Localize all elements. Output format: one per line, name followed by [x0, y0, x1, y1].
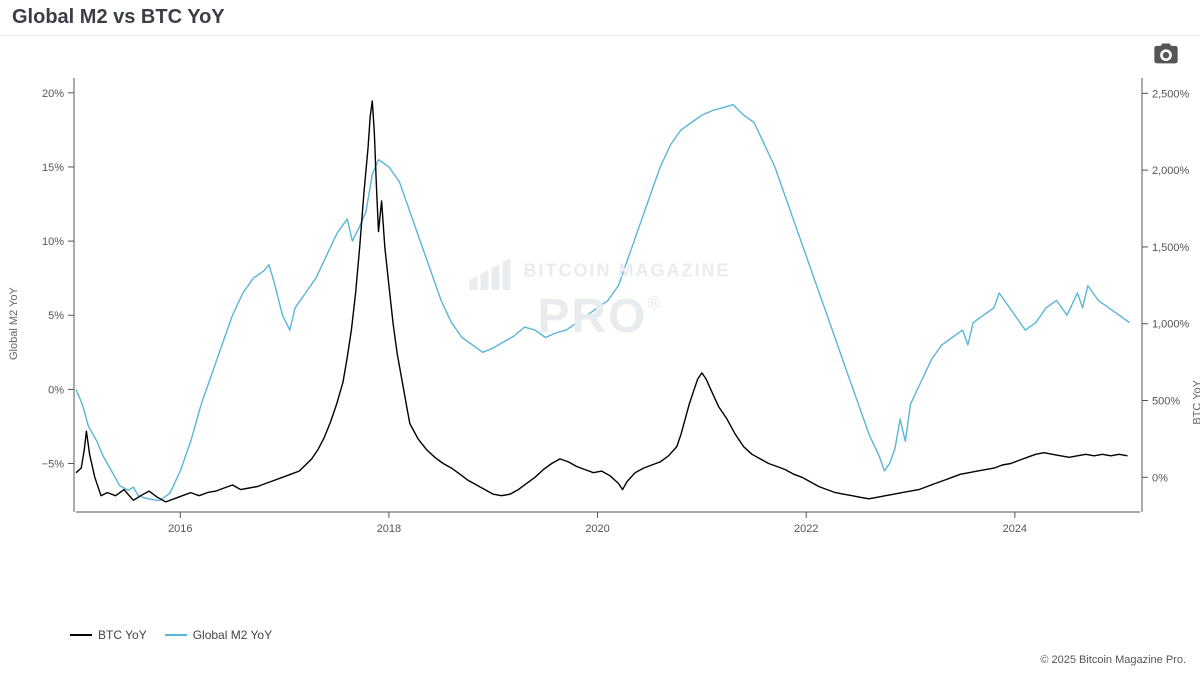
- svg-text:2018: 2018: [377, 523, 401, 535]
- svg-text:500%: 500%: [1152, 396, 1180, 408]
- svg-text:15%: 15%: [42, 162, 64, 174]
- svg-text:−5%: −5%: [42, 459, 65, 471]
- svg-text:2,500%: 2,500%: [1152, 88, 1190, 100]
- legend-item-btc: BTC YoY: [70, 628, 147, 642]
- legend-label: Global M2 YoY: [193, 628, 272, 642]
- svg-text:1,500%: 1,500%: [1152, 242, 1190, 254]
- legend-label: BTC YoY: [98, 628, 147, 642]
- svg-text:2016: 2016: [168, 523, 192, 535]
- svg-text:2020: 2020: [585, 523, 609, 535]
- chart-svg: 2016 2018 2020 2022 2024 −5% 0% 5% 10% 15% 20% 0% 50…: [0, 60, 1200, 560]
- svg-text:5%: 5%: [48, 310, 64, 322]
- legend-swatch: [165, 634, 187, 636]
- y-left-axis-label: Global M2 YoY: [8, 287, 20, 360]
- legend: BTC YoY Global M2 YoY: [70, 628, 272, 642]
- svg-text:10%: 10%: [42, 236, 64, 248]
- svg-text:20%: 20%: [42, 88, 64, 100]
- svg-text:2022: 2022: [794, 523, 818, 535]
- chart-area: BITCOIN MAGAZINE PRO® 201620182020202220…: [0, 60, 1200, 620]
- copyright: © 2025 Bitcoin Magazine Pro.: [1040, 654, 1186, 666]
- svg-text:2,000%: 2,000%: [1152, 165, 1190, 177]
- legend-item-m2: Global M2 YoY: [165, 628, 272, 642]
- y-right-axis-label: BTC YoY: [1192, 380, 1200, 425]
- svg-text:0%: 0%: [48, 384, 64, 396]
- svg-text:0%: 0%: [1152, 472, 1168, 484]
- legend-swatch: [70, 634, 92, 636]
- page-title: Global M2 vs BTC YoY: [0, 0, 1200, 36]
- svg-text:2024: 2024: [1003, 523, 1027, 535]
- svg-text:1,000%: 1,000%: [1152, 319, 1190, 331]
